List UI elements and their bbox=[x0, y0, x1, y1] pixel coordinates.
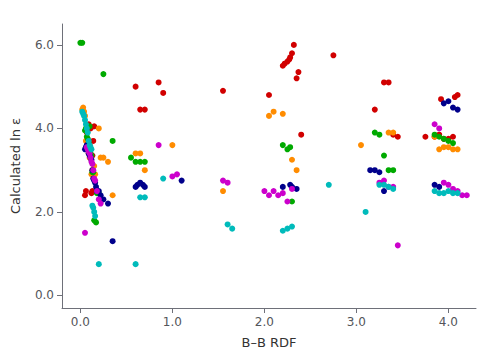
svg-text:B–B RDF: B–B RDF bbox=[242, 335, 297, 350]
svg-text:0.0: 0.0 bbox=[71, 315, 90, 329]
svg-text:6.0: 6.0 bbox=[35, 38, 54, 52]
svg-text:4.0: 4.0 bbox=[439, 315, 458, 329]
svg-text:Calculated ln ε: Calculated ln ε bbox=[8, 118, 23, 214]
svg-text:0.0: 0.0 bbox=[35, 288, 54, 302]
svg-text:3.0: 3.0 bbox=[347, 315, 366, 329]
svg-text:2.0: 2.0 bbox=[255, 315, 274, 329]
svg-text:1.0: 1.0 bbox=[163, 315, 182, 329]
svg-text:2.0: 2.0 bbox=[35, 205, 54, 219]
svg-text:4.0: 4.0 bbox=[35, 121, 54, 135]
